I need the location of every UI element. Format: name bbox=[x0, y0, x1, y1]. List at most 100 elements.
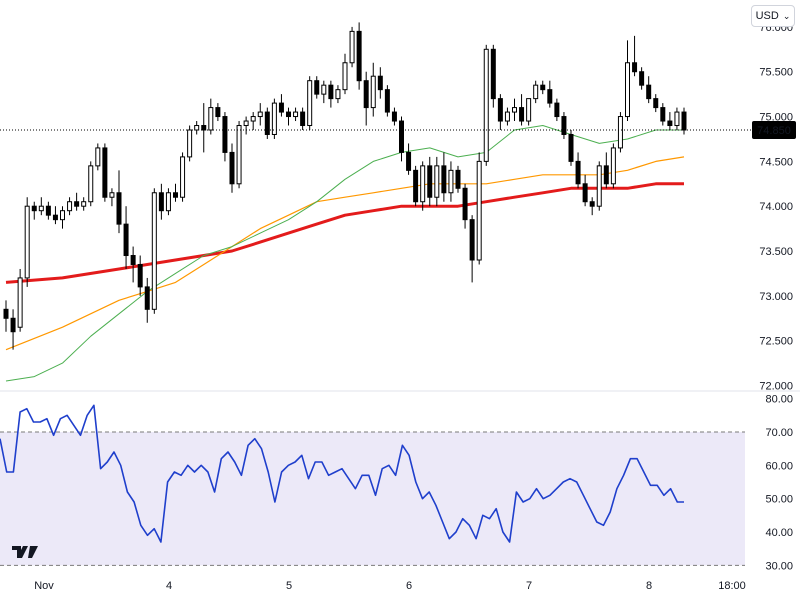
candle bbox=[653, 98, 659, 109]
time-tick-label: Nov bbox=[34, 580, 54, 592]
candle bbox=[74, 201, 80, 207]
candle bbox=[660, 107, 666, 122]
candle bbox=[201, 125, 207, 131]
candle bbox=[568, 133, 574, 162]
candle bbox=[144, 286, 150, 310]
ma-mid-line bbox=[5, 156, 685, 351]
candle bbox=[497, 98, 503, 122]
price-tick-label: 74.000 bbox=[759, 201, 793, 213]
rsi-line bbox=[0, 404, 684, 543]
candle bbox=[31, 205, 37, 212]
candle bbox=[116, 192, 122, 225]
candle bbox=[173, 192, 178, 198]
candle bbox=[596, 165, 602, 207]
rsi-axis: 30.00 40.00 50.00 60.00 70.00 80.00 bbox=[765, 394, 793, 573]
candle bbox=[17, 277, 23, 328]
candle bbox=[151, 192, 157, 310]
candle bbox=[575, 160, 581, 185]
candle bbox=[229, 151, 235, 185]
ma-fast-path bbox=[5, 125, 684, 382]
candle bbox=[130, 255, 136, 265]
candle bbox=[3, 308, 9, 319]
candle bbox=[222, 116, 228, 153]
candle bbox=[610, 147, 616, 185]
candle bbox=[158, 192, 164, 212]
candle bbox=[646, 84, 652, 100]
price-axis: 72.000 72.500 73.000 73.500 74.000 74.500 75.0… bbox=[759, 22, 793, 393]
ma-mid-path bbox=[5, 156, 685, 351]
candle bbox=[561, 116, 567, 135]
candle bbox=[293, 111, 299, 118]
ma-slow-path bbox=[5, 182, 684, 284]
last-price-badge bbox=[752, 121, 796, 139]
candle bbox=[257, 111, 263, 118]
candle bbox=[533, 84, 539, 100]
candle bbox=[526, 98, 532, 122]
candle bbox=[490, 48, 496, 100]
currency-dropdown[interactable]: USD ⌄ bbox=[751, 5, 795, 27]
candle bbox=[208, 107, 214, 131]
candle bbox=[519, 107, 525, 122]
candle bbox=[455, 169, 461, 189]
candle bbox=[321, 84, 327, 95]
candle bbox=[314, 80, 320, 95]
candle bbox=[123, 223, 129, 257]
candle bbox=[194, 125, 200, 131]
price-tick-label: 73.000 bbox=[759, 291, 793, 303]
candle bbox=[286, 111, 291, 118]
rsi-tick-label: 30.00 bbox=[765, 560, 793, 572]
candle bbox=[391, 111, 397, 122]
time-tick-label: 5 bbox=[286, 580, 292, 592]
candle bbox=[95, 147, 101, 167]
candle bbox=[38, 205, 44, 212]
price-tick-label: 75.500 bbox=[759, 67, 793, 79]
candle bbox=[300, 111, 306, 127]
time-tick-label: 7 bbox=[526, 580, 532, 592]
time-axis: Nov 4 5 6 7 8 18:00 bbox=[34, 580, 746, 592]
candle bbox=[406, 151, 412, 171]
price-tick-label: 73.500 bbox=[759, 246, 793, 258]
tradingview-logo-icon bbox=[12, 546, 38, 558]
rsi-band bbox=[0, 431, 745, 566]
currency-label: USD bbox=[755, 10, 779, 22]
price-tick-label: 72.000 bbox=[759, 381, 793, 393]
candle bbox=[67, 201, 73, 212]
candle bbox=[187, 129, 193, 158]
candle bbox=[109, 192, 115, 198]
candle bbox=[236, 125, 242, 185]
candle bbox=[476, 160, 482, 261]
candle bbox=[469, 219, 475, 261]
candle bbox=[180, 156, 186, 198]
tradingview-logo-shape bbox=[12, 546, 38, 558]
candle bbox=[483, 48, 489, 162]
candle bbox=[243, 120, 249, 127]
candle bbox=[165, 192, 171, 212]
price-tick-label: 74.500 bbox=[759, 156, 793, 168]
rsi-tick-label: 40.00 bbox=[765, 527, 793, 539]
candle bbox=[667, 120, 673, 127]
last-price-label: 74.850 bbox=[757, 125, 791, 137]
time-tick-label: 4 bbox=[166, 580, 172, 592]
candle bbox=[250, 116, 256, 122]
rsi-band-fill bbox=[0, 432, 745, 566]
price-tick-label: 72.500 bbox=[759, 336, 793, 348]
candle bbox=[356, 30, 362, 82]
candle bbox=[271, 102, 277, 135]
candle bbox=[639, 71, 645, 86]
candle bbox=[335, 89, 341, 100]
candle bbox=[278, 102, 284, 113]
candle bbox=[24, 205, 30, 279]
candle bbox=[81, 201, 87, 207]
candle bbox=[342, 62, 348, 91]
time-tick-label: 6 bbox=[406, 580, 412, 592]
rsi-tick-label: 50.00 bbox=[765, 494, 793, 506]
rsi-path bbox=[0, 404, 684, 543]
candle bbox=[427, 165, 433, 198]
candle bbox=[10, 317, 16, 333]
candle bbox=[137, 263, 143, 288]
candle bbox=[441, 165, 447, 194]
candle bbox=[448, 169, 454, 194]
candle bbox=[540, 84, 546, 91]
candle bbox=[582, 183, 588, 203]
